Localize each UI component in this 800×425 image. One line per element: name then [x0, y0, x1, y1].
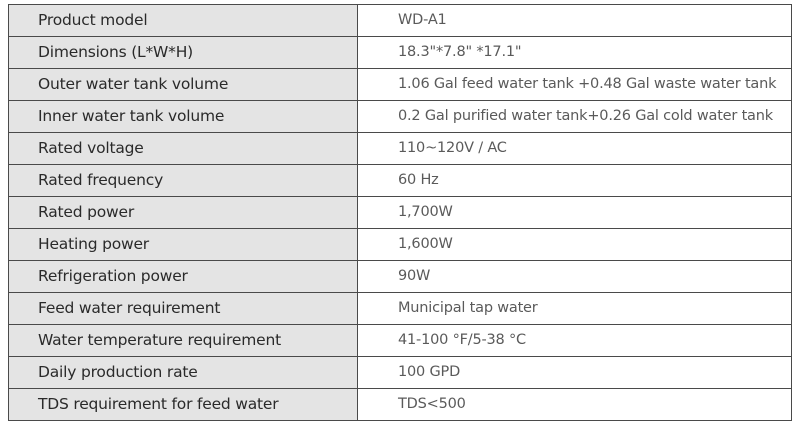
table-row: Water temperature requirement 41-100 °F/…: [8, 324, 792, 357]
row-label: Refrigeration power: [8, 260, 358, 293]
table-row: Product model WD-A1: [8, 4, 792, 37]
table-row: Dimensions (L*W*H) 18.3"*7.8" *17.1": [8, 36, 792, 69]
row-value: 100 GPD: [357, 356, 792, 389]
row-value: 1,700W: [357, 196, 792, 229]
spec-table: Product model WD-A1 Dimensions (L*W*H) 1…: [8, 4, 792, 421]
spec-table-body: Product model WD-A1 Dimensions (L*W*H) 1…: [8, 4, 792, 421]
row-value: 110~120V / AC: [357, 132, 792, 165]
table-row: Rated voltage 110~120V / AC: [8, 132, 792, 165]
row-label: Water temperature requirement: [8, 324, 358, 357]
row-value: 0.2 Gal purified water tank+0.26 Gal col…: [357, 100, 792, 133]
row-label: Inner water tank volume: [8, 100, 358, 133]
row-value: TDS<500: [357, 388, 792, 421]
row-label: Rated power: [8, 196, 358, 229]
table-row: Feed water requirement Municipal tap wat…: [8, 292, 792, 325]
table-row: Outer water tank volume 1.06 Gal feed wa…: [8, 68, 792, 101]
row-label: Dimensions (L*W*H): [8, 36, 358, 69]
table-row: Refrigeration power 90W: [8, 260, 792, 293]
row-value: 90W: [357, 260, 792, 293]
table-row: Rated frequency 60 Hz: [8, 164, 792, 197]
table-row: TDS requirement for feed water TDS<500: [8, 388, 792, 421]
row-value: Municipal tap water: [357, 292, 792, 325]
table-row: Heating power 1,600W: [8, 228, 792, 261]
row-label: Heating power: [8, 228, 358, 261]
row-value: 18.3"*7.8" *17.1": [357, 36, 792, 69]
row-value: 1,600W: [357, 228, 792, 261]
row-label: Daily production rate: [8, 356, 358, 389]
row-value: WD-A1: [357, 4, 792, 37]
row-value: 41-100 °F/5-38 °C: [357, 324, 792, 357]
row-label: Feed water requirement: [8, 292, 358, 325]
row-label: Rated voltage: [8, 132, 358, 165]
table-row: Rated power 1,700W: [8, 196, 792, 229]
table-row: Inner water tank volume 0.2 Gal purified…: [8, 100, 792, 133]
row-label: Product model: [8, 4, 358, 37]
table-row: Daily production rate 100 GPD: [8, 356, 792, 389]
row-label: Rated frequency: [8, 164, 358, 197]
row-label: TDS requirement for feed water: [8, 388, 358, 421]
row-value: 60 Hz: [357, 164, 792, 197]
row-value: 1.06 Gal feed water tank +0.48 Gal waste…: [357, 68, 792, 101]
row-label: Outer water tank volume: [8, 68, 358, 101]
